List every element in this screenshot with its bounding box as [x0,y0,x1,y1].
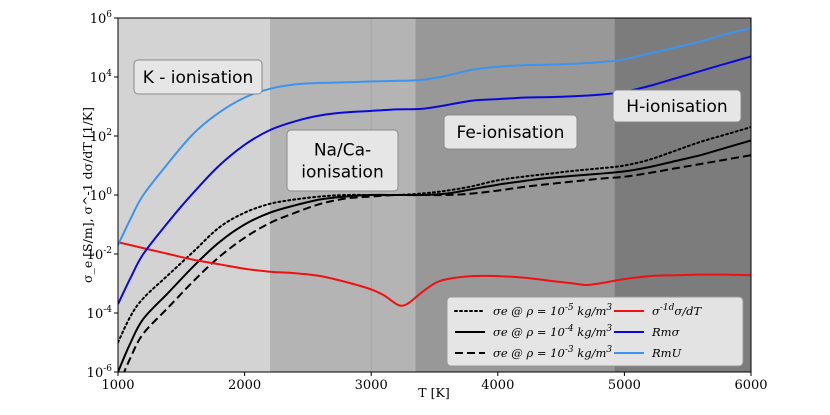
x-axis-label: T [K] [418,385,449,400]
region-label-0: K - ionisation [133,59,263,95]
region-label-box [612,89,742,123]
legend-label: σe @ ρ = 10-5 kg/m3 [493,303,612,318]
region-label-text: H-ionisation [626,97,727,117]
legend-label: σe @ ρ = 10-3 kg/m3 [493,345,612,360]
series-sigma-e-rho-1e-3 [123,154,751,372]
region-label-text: ionisation [301,163,383,183]
x-tick-label: 5000 [608,378,641,393]
series-rm-sigma [118,55,751,305]
x-tick-label: 1000 [101,378,134,393]
series-sigma-e-rho-1e-5 [118,126,751,344]
legend-label: RmU [651,346,682,360]
legend-item: σe @ ρ = 10-4 kg/m3 [455,324,612,339]
y-axis-label: σ_e [S/m], σ^-1 dσ/dT [1/K] [80,107,95,283]
legend-item: σe @ ρ = 10-3 kg/m3 [455,345,612,360]
region-label-text: K - ionisation [143,68,254,88]
legend-label: Rmσ [651,325,681,339]
y-tick-label: 10-6 [87,364,113,381]
y-tick-label: 104 [90,69,113,86]
region-label-2: Fe-ionisation [443,114,578,150]
legend-item: Rmσ [614,325,681,339]
series-rm-u [118,27,751,246]
x-tick-label: 2000 [228,378,261,393]
region-label-box [133,59,263,95]
legend-box [446,296,744,367]
region-label-box [286,129,399,192]
legend-label: σ-1dσ/dT [652,303,702,318]
y-tick-label: 100 [90,187,113,204]
y-tick-label: 102 [90,128,112,145]
region-label-3: H-ionisation [612,89,742,123]
legend-label: σe @ ρ = 10-4 kg/m3 [493,324,612,339]
legend-item: RmU [614,346,682,360]
y-tick-label: 10-2 [87,246,112,263]
region-label-text: Fe-ionisation [457,123,565,143]
y-tick-label: 10-4 [87,305,113,322]
region-label-box [443,114,578,150]
legend-item: σe @ ρ = 10-5 kg/m3 [454,303,612,318]
y-tick-label: 106 [90,10,113,27]
series-dsigma-dt [118,241,751,307]
region-label-text: Na/Ca- [314,141,371,161]
x-tick-label: 4000 [481,378,514,393]
region-label-1: Na/Ca-ionisation [286,129,399,192]
x-tick-label: 6000 [734,378,767,393]
x-tick-label: 3000 [355,378,388,393]
